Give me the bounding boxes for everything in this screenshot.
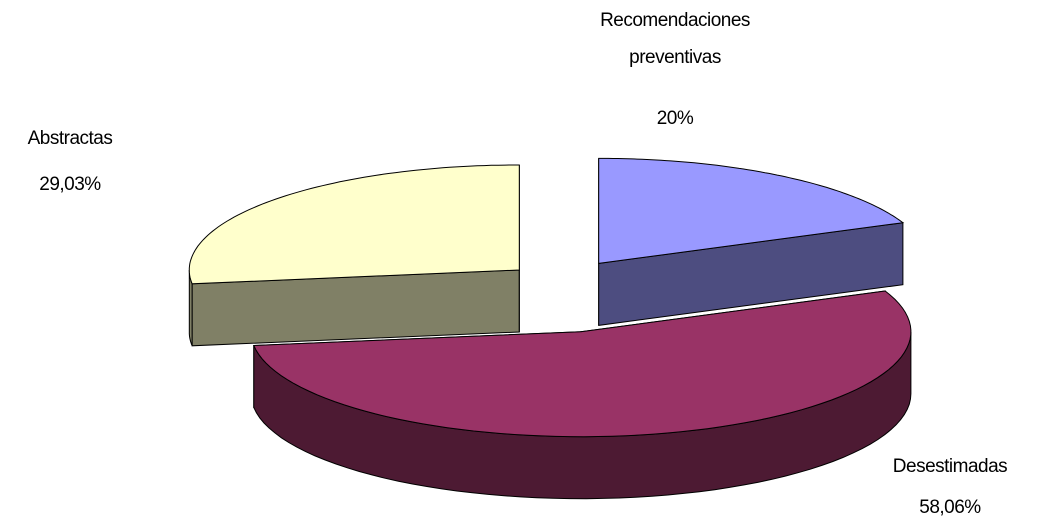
slice-label: Desestimadas	[892, 456, 1008, 477]
slice-label: Abstractas	[27, 128, 113, 149]
slice	[188, 164, 520, 285]
slice-value: 29,03%	[39, 174, 101, 195]
slice	[253, 290, 912, 438]
slice-label: Recomendaciones preventivas	[600, 10, 750, 68]
slice-value: 20%	[656, 108, 694, 129]
slice	[598, 157, 905, 264]
slice-value: 58,06%	[919, 497, 981, 518]
